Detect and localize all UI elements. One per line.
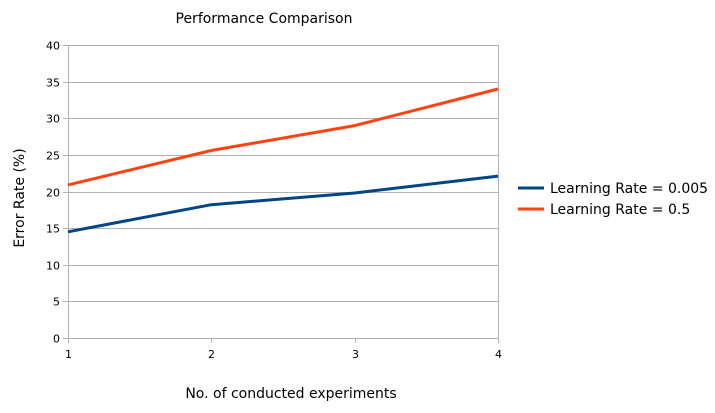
series-line-learning-rate-0-5 [67, 87, 499, 187]
legend: Learning Rate = 0.005 Learning Rate = 0.… [518, 181, 708, 218]
series-lines [67, 87, 499, 234]
legend-label-learning-rate-0-5: Learning Rate = 0.5 [550, 202, 690, 218]
chart-title: Performance Comparison [176, 11, 353, 27]
x-tick-label: 1 [65, 348, 72, 361]
y-tick-label: 30 [46, 113, 60, 126]
y-tick-label: 35 [46, 77, 60, 90]
x-tick-label: 2 [208, 348, 215, 361]
x-tick-label: 3 [352, 348, 359, 361]
tick-labels: 0 5 10 15 20 25 30 35 40 1 2 3 4 [46, 40, 502, 362]
y-tick-label: 5 [53, 296, 60, 309]
y-axis-title: Error Rate (%) [12, 148, 28, 247]
y-tick-label: 20 [46, 187, 60, 200]
y-tick-label: 0 [53, 333, 60, 346]
y-tick-label: 40 [46, 40, 60, 53]
y-tick-label: 10 [46, 260, 60, 273]
x-axis-title: No. of conducted experiments [185, 386, 396, 402]
x-tick-label: 4 [495, 348, 502, 361]
y-tick-label: 25 [46, 150, 60, 163]
series-line-learning-rate-0-005 [67, 174, 499, 234]
y-tick-label: 15 [46, 223, 60, 236]
legend-label-learning-rate-0-005: Learning Rate = 0.005 [550, 181, 708, 197]
axes [63, 45, 499, 343]
